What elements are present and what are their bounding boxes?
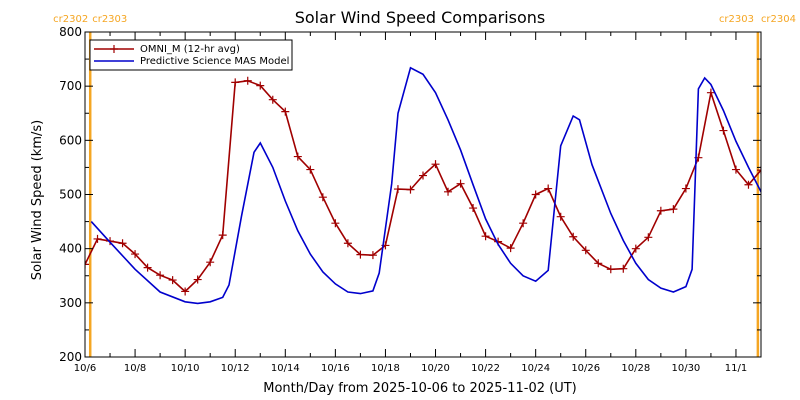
x-tick-label: 10/8 <box>124 363 146 374</box>
legend-label: OMNI_M (12-hr avg) <box>140 44 240 55</box>
x-tick-label: 10/24 <box>521 363 550 374</box>
y-tick-label: 200 <box>59 350 82 364</box>
data-point <box>544 184 553 193</box>
data-point <box>569 232 578 241</box>
data-point <box>293 152 302 161</box>
x-tick-label: 10/26 <box>571 363 600 374</box>
data-point <box>131 250 140 259</box>
x-tick-label: 11/1 <box>725 363 747 374</box>
data-point <box>681 184 690 193</box>
series-1 <box>90 66 761 305</box>
data-point <box>318 193 327 202</box>
y-axis-label: Solar Wind Speed (km/s) <box>30 120 45 280</box>
data-point <box>519 219 528 228</box>
data-point <box>181 287 190 296</box>
x-tick-label: 10/20 <box>421 363 450 374</box>
data-point <box>531 190 540 199</box>
data-point <box>193 275 202 284</box>
data-point <box>356 250 365 259</box>
data-point <box>368 251 377 260</box>
y-tick-label: 800 <box>59 25 82 39</box>
y-tick-label: 500 <box>59 188 82 202</box>
data-point <box>581 246 590 255</box>
series-line <box>85 79 761 293</box>
x-tick-label: 10/10 <box>171 363 200 374</box>
chart-title: Solar Wind Speed Comparisons <box>295 8 546 27</box>
data-point <box>469 204 478 213</box>
data-point <box>481 232 490 241</box>
x-tick-label: 10/18 <box>371 363 400 374</box>
x-tick-label: 10/22 <box>471 363 500 374</box>
y-tick-label: 300 <box>59 296 82 310</box>
data-point <box>406 185 415 194</box>
x-tick-label: 10/28 <box>621 363 650 374</box>
data-point <box>93 234 102 243</box>
carrington-rotation-labels: cr2302 cr2303 cr2303 cr2304 <box>53 14 796 25</box>
data-point <box>231 78 240 87</box>
data-point <box>506 244 515 253</box>
data-point <box>606 265 615 274</box>
data-point <box>644 233 653 242</box>
data-point <box>757 166 761 175</box>
data-point <box>156 271 165 280</box>
x-tick-label: 10/12 <box>221 363 250 374</box>
data-point <box>744 180 753 189</box>
data-point <box>206 258 215 267</box>
data-point <box>268 95 277 104</box>
x-tick-label: 10/14 <box>271 363 300 374</box>
data-point <box>656 206 665 215</box>
data-point <box>619 264 628 273</box>
series-layer <box>85 66 761 305</box>
x-axis-label: Month/Day from 2025-10-06 to 2025-11-02 … <box>263 381 576 396</box>
data-point <box>118 239 127 248</box>
data-point <box>731 165 740 174</box>
legend-marker <box>110 45 118 53</box>
data-point <box>168 276 177 285</box>
x-tick-label: 10/16 <box>321 363 350 374</box>
series-line <box>90 66 761 305</box>
carrington-label: cr2302 <box>53 14 88 25</box>
data-point <box>343 239 352 248</box>
data-point <box>669 205 678 214</box>
data-point <box>594 259 603 268</box>
x-tick-label: 10/30 <box>671 363 700 374</box>
data-point <box>706 88 715 97</box>
data-point <box>719 126 728 135</box>
data-point <box>143 263 152 272</box>
carrington-label: cr2303 <box>719 14 754 25</box>
data-point <box>85 260 89 269</box>
legend-box <box>89 39 293 71</box>
data-point <box>631 244 640 253</box>
data-point <box>256 81 265 90</box>
data-point <box>419 171 427 180</box>
data-point <box>281 107 290 116</box>
carrington-label: cr2304 <box>761 14 796 25</box>
data-point <box>556 212 565 221</box>
x-tick-label: 10/6 <box>74 363 96 374</box>
legend: OMNI_M (12-hr avg)Predictive Science MAS… <box>89 39 293 71</box>
data-point <box>331 219 340 228</box>
y-tick-label: 700 <box>59 79 82 93</box>
data-point <box>431 160 440 169</box>
data-point <box>218 231 227 240</box>
series-0 <box>85 76 761 296</box>
data-point <box>306 165 315 174</box>
y-tick-label: 600 <box>59 133 82 147</box>
carrington-label: cr2303 <box>92 14 127 25</box>
legend-label: Predictive Science MAS Model <box>140 56 289 67</box>
data-point <box>243 76 252 85</box>
data-point <box>444 187 453 196</box>
y-tick-label: 400 <box>59 242 82 256</box>
axes: 200 300 400 500 600 700 800 10/6 10/8 10/10 10/12 1… <box>59 25 762 374</box>
data-point <box>393 185 402 194</box>
data-point <box>456 179 465 188</box>
